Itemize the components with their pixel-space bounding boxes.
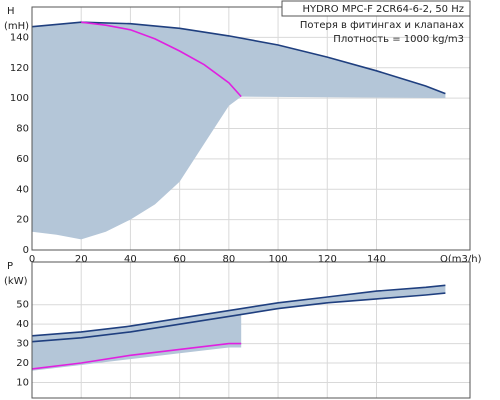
y-axis-label: P	[7, 261, 13, 272]
x-tick-label: 100	[269, 254, 288, 265]
x-axis-label: Q(m3/h)	[440, 254, 482, 265]
y-tick-label: 120	[10, 63, 29, 74]
curve	[31, 284, 446, 337]
chart-title: HYDRO MPC-F 2CR64-6-2, 50 Hz	[303, 4, 465, 15]
curve	[31, 342, 242, 370]
annotation: Потеря в фитингах и клапанах	[300, 20, 464, 31]
y-tick-label: 60	[16, 154, 29, 165]
y-tick-label: 80	[16, 124, 29, 135]
y-tick-label: 50	[16, 300, 29, 311]
y-tick-label: 40	[16, 184, 29, 195]
operating-area	[32, 285, 446, 371]
x-tick-label: 40	[124, 254, 137, 265]
y-axis-label: H	[7, 6, 15, 17]
y-tick-label: 100	[10, 93, 29, 104]
curve	[31, 21, 446, 95]
y-tick-label: 20	[16, 215, 29, 226]
y-tick-label: 40	[16, 319, 29, 330]
y-tick-label: 30	[16, 339, 29, 350]
y-tick-label: 20	[16, 358, 29, 369]
plot-frame	[31, 261, 471, 399]
plot-frame	[31, 6, 471, 251]
y-axis-label: (mH)	[4, 21, 29, 32]
y-tick-label: 140	[10, 32, 29, 43]
curve	[81, 21, 242, 98]
y-axis-label: (kW)	[4, 276, 28, 287]
y-tick-label: 0	[23, 245, 29, 256]
x-tick-label: 60	[173, 254, 186, 265]
x-tick-label: 0	[29, 254, 35, 265]
curve	[31, 292, 446, 343]
x-tick-label: 80	[222, 254, 235, 265]
y-tick-label: 10	[16, 377, 29, 388]
x-tick-label: 20	[75, 254, 88, 265]
x-tick-label: 120	[318, 254, 337, 265]
operating-area	[32, 22, 446, 240]
x-tick-label: 140	[367, 254, 386, 265]
annotation: Плотность = 1000 kg/m3	[333, 34, 464, 45]
info-box	[281, 0, 471, 17]
